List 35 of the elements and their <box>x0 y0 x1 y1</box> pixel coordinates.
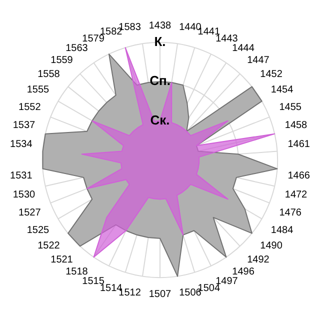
spoke-label: 1521 <box>50 254 74 266</box>
spoke-label: 1455 <box>279 102 302 113</box>
y-tick-label: К. <box>154 34 166 49</box>
spoke-label: 1458 <box>284 120 308 132</box>
spoke-label: 1490 <box>260 240 283 252</box>
spoke-label: 1534 <box>10 139 33 150</box>
spoke-label: 1525 <box>26 224 50 236</box>
spoke-label: 1558 <box>38 68 60 80</box>
spoke-label: 1496 <box>232 266 255 278</box>
spoke-label: 1492 <box>247 254 270 266</box>
spoke-label: 1531 <box>10 170 33 182</box>
spoke-label: 1527 <box>18 208 42 219</box>
spoke-label: 1443 <box>216 33 238 44</box>
spoke-label: 1454 <box>270 84 294 96</box>
spoke-label: 1444 <box>232 42 255 54</box>
spoke-label: 1438 <box>148 20 172 32</box>
spoke-label: 1530 <box>12 189 36 200</box>
spoke-label: 1461 <box>288 139 310 150</box>
spoke-label: 1559 <box>50 54 74 66</box>
y-tick-label: Ск. <box>150 112 170 128</box>
spoke-label: 1507 <box>148 288 172 300</box>
spoke-label: 1518 <box>66 266 88 278</box>
spoke-label: 1476 <box>279 208 302 219</box>
spoke-label: 1522 <box>38 240 60 252</box>
spoke-label: 1452 <box>260 68 283 80</box>
spoke-label: 1555 <box>26 84 50 96</box>
spoke-label: 1563 <box>66 42 88 54</box>
spoke-label: 1472 <box>284 189 308 200</box>
spoke-label: 1579 <box>82 33 105 44</box>
spoke-label: 1484 <box>270 224 294 236</box>
spoke-label: 1466 <box>288 170 310 182</box>
spoke-label: 1552 <box>18 102 42 113</box>
spoke-label: 1537 <box>12 120 36 132</box>
spoke-label: 1447 <box>247 54 270 66</box>
y-tick-label: Сп. <box>150 73 170 88</box>
